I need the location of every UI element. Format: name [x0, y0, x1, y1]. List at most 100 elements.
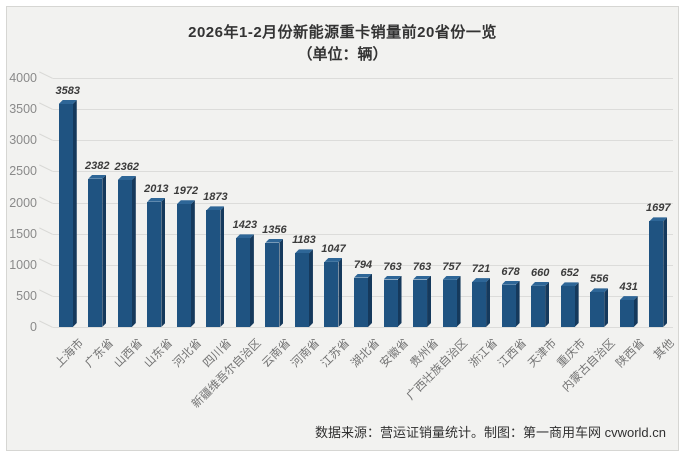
bar-face [324, 261, 339, 327]
bar-face [501, 284, 516, 327]
bar-top [324, 258, 342, 262]
bar [472, 278, 490, 327]
bar-side [575, 282, 579, 327]
x-axis-label: 陕西省 [614, 337, 648, 371]
bar-side [427, 276, 431, 327]
gridline [53, 78, 673, 79]
bar-value-label: 1423 [232, 219, 258, 232]
y-tick-label: 1500 [9, 226, 37, 241]
bar-top [384, 276, 402, 280]
bar-side [663, 217, 667, 327]
bar [147, 198, 165, 327]
y-tick-label: 2500 [9, 164, 37, 179]
bar [117, 176, 136, 327]
gridline [53, 327, 673, 328]
y-tick-label: 3000 [9, 133, 37, 148]
bar [206, 206, 224, 327]
bar [88, 175, 106, 327]
bar-value-label: 794 [353, 258, 373, 271]
plot-area: 0 500 1000 1500 2000 2500 3000 3500 4000 3583 上海市 2… [9, 71, 677, 411]
bar-value-label: 652 [560, 267, 579, 280]
bar-side [250, 234, 254, 327]
bar-value-label: 757 [442, 260, 461, 273]
chart-title: 2026年1-2月份新能源重卡销量前20省份一览 [188, 24, 497, 41]
bar-top [177, 200, 195, 204]
y-tick-label: 500 [16, 288, 37, 303]
bar [649, 217, 667, 327]
chart-subtitle: （单位：辆） [297, 46, 388, 63]
bar-side [486, 278, 490, 327]
bar [294, 249, 313, 327]
bar-value-label: 2382 [85, 159, 110, 172]
bar-side [338, 258, 342, 327]
bar [619, 296, 638, 327]
bar-value-label: 556 [590, 273, 609, 286]
x-axis-label: 江西省 [496, 337, 530, 371]
bar-side [604, 288, 608, 327]
bar-face [531, 285, 546, 327]
bar-top [118, 176, 136, 180]
x-axis-label: 河南省 [289, 337, 323, 371]
bar [176, 200, 195, 327]
bar-side [457, 276, 461, 327]
bar-value-label: 1356 [262, 223, 287, 236]
bar-top [561, 282, 579, 286]
bar-value-label: 3583 [55, 84, 80, 97]
gridline [53, 109, 673, 111]
x-axis-label: 江苏省 [319, 337, 353, 371]
y-tick-label: 3500 [9, 102, 37, 117]
y-tick-label: 1000 [9, 257, 37, 272]
bar-side [161, 198, 165, 327]
bar-top [88, 175, 106, 179]
bar-top [502, 281, 520, 285]
bar [235, 234, 254, 327]
bar [383, 276, 402, 327]
bar-face [294, 253, 309, 327]
bar-face [619, 300, 634, 327]
x-axis-label: 云南省 [260, 337, 294, 371]
bar [590, 288, 608, 327]
bar-top [413, 276, 431, 280]
bar-value-label: 1697 [645, 202, 671, 215]
gridline [53, 264, 673, 266]
bar-face [58, 103, 73, 327]
bar-side [634, 296, 638, 327]
y-tick-label: 4000 [9, 71, 37, 85]
y-tick-label: 0 [30, 320, 37, 334]
bar-face [235, 238, 250, 327]
bar [442, 276, 461, 327]
bar-value-label: 721 [471, 263, 491, 276]
bar-side [220, 206, 224, 327]
bar-value-label: 1047 [321, 242, 346, 255]
gridline [53, 140, 673, 142]
bar-side [398, 276, 402, 327]
x-axis-label: 河北省 [171, 337, 205, 371]
bar-value-label: 431 [619, 281, 638, 294]
bar [501, 281, 520, 327]
bar-side [516, 281, 520, 327]
bar [531, 282, 549, 327]
x-axis-label: 广东省 [83, 337, 116, 371]
bar-face [354, 277, 368, 327]
x-axis-label: 山东省 [142, 337, 175, 371]
gridline [53, 233, 673, 235]
y-tick-label: 2000 [9, 195, 37, 210]
bar-top [147, 198, 165, 202]
bar-face [560, 286, 575, 327]
bar-top [59, 100, 77, 104]
bar-value-label: 1183 [292, 234, 316, 247]
bar [58, 100, 77, 327]
bar-face [206, 210, 221, 327]
bar-value-label: 2362 [114, 160, 140, 173]
gridline [53, 202, 673, 204]
x-axis-label: 安徽省 [378, 337, 412, 371]
x-axis-label: 浙江省 [466, 337, 500, 371]
bar-top [354, 274, 372, 278]
bar-side [279, 239, 283, 327]
bar-top [649, 217, 667, 221]
bar-value-label: 660 [530, 266, 550, 279]
bar-face [590, 292, 605, 327]
bar-face [442, 279, 457, 327]
bar-top [620, 296, 638, 300]
